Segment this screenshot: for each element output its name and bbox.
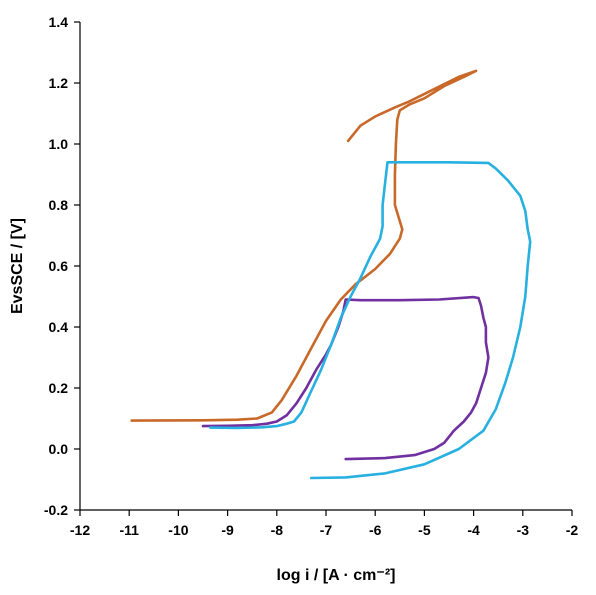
x-ticks: -12 -11 -10 -9 -8 -7 -6 -5 -4 -3 -2 <box>70 510 579 538</box>
y-axis-title: EvsSCE / [V] <box>9 218 26 314</box>
y-tick-label: 0.8 <box>49 197 69 213</box>
y-tick-label: -0.2 <box>44 502 68 518</box>
axes <box>79 22 572 511</box>
x-tick-label: -2 <box>566 522 579 538</box>
x-tick-label: -11 <box>119 522 139 538</box>
y-tick-label: 0.6 <box>49 258 69 274</box>
series-line-1 <box>130 69 478 422</box>
y-tick-label: 0.2 <box>49 380 69 396</box>
y-tick-label: 0.0 <box>49 441 69 457</box>
y-ticks: -0.2 0.0 0.2 0.4 0.6 0.8 1.0 1.2 1.4 <box>44 14 80 518</box>
x-axis-title: log i / [A · cm⁻²] <box>277 567 396 584</box>
x-tick-label: -10 <box>168 522 188 538</box>
y-tick-label: 1.2 <box>49 75 69 91</box>
y-tick-label: 0.4 <box>49 319 69 335</box>
x-tick-label: -7 <box>320 522 333 538</box>
x-tick-label: -5 <box>418 522 431 538</box>
series-line-3 <box>209 161 532 480</box>
plot-lines <box>130 69 532 480</box>
x-tick-label: -4 <box>467 522 480 538</box>
x-tick-label: -6 <box>369 522 382 538</box>
y-tick-label: 1.0 <box>49 136 69 152</box>
y-tick-label: 1.4 <box>49 14 69 30</box>
x-tick-label: -12 <box>70 522 90 538</box>
x-tick-label: -8 <box>271 522 284 538</box>
x-tick-label: -9 <box>221 522 234 538</box>
series-line-2 <box>201 295 490 461</box>
x-tick-label: -3 <box>517 522 530 538</box>
